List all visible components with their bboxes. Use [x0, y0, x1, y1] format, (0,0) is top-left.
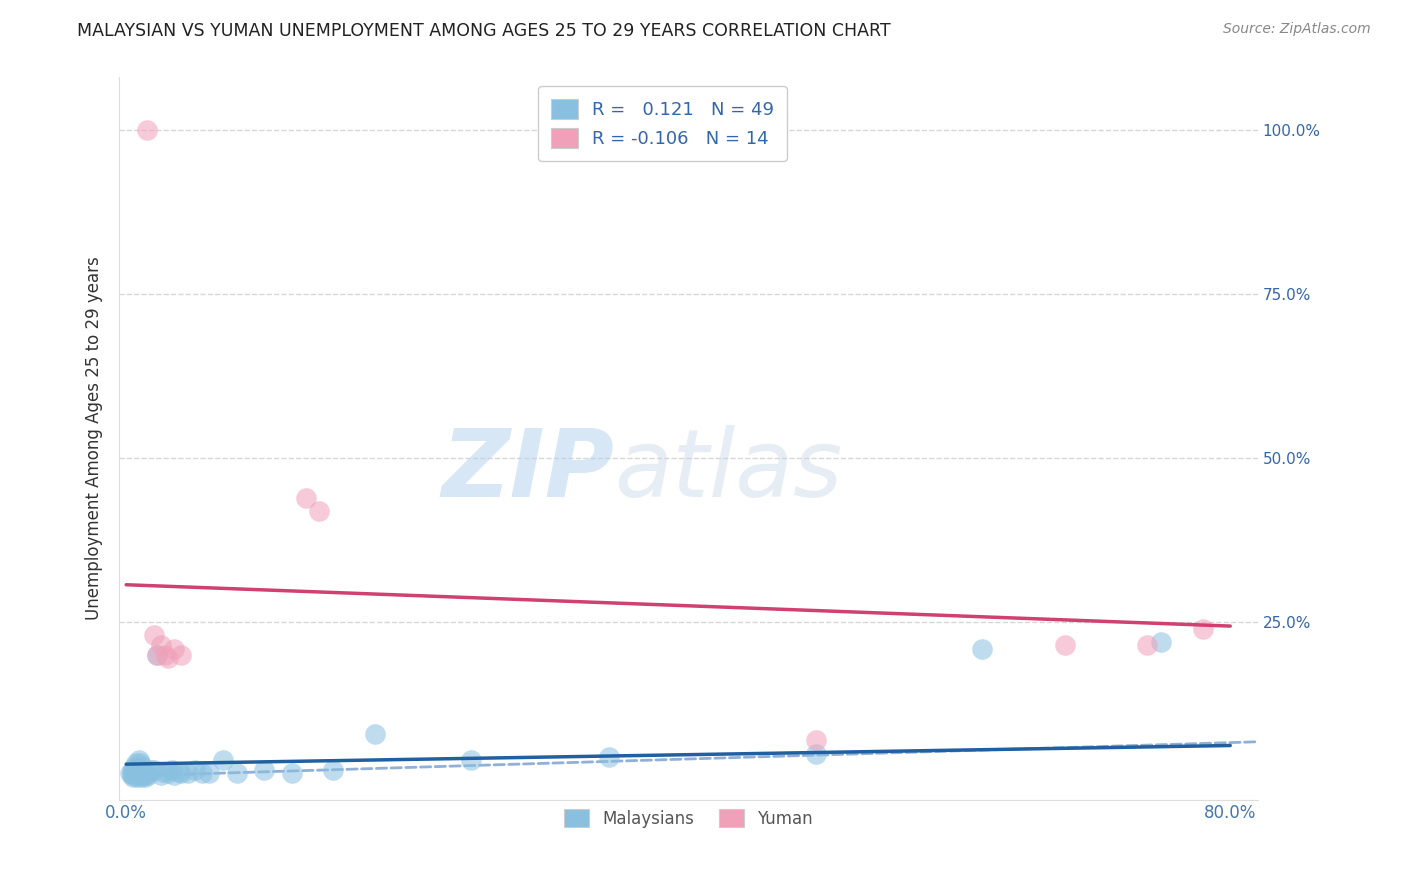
Point: [125, 756, 148, 771]
Point: [121, 764, 143, 779]
Point: [128, 753, 150, 767]
Point: [132, 766, 155, 780]
Point: [363, 727, 385, 741]
Point: [145, 648, 167, 662]
Point: [131, 770, 153, 784]
Point: [1053, 638, 1076, 652]
Point: [132, 764, 155, 779]
Text: Source: ZipAtlas.com: Source: ZipAtlas.com: [1223, 22, 1371, 37]
Point: [127, 761, 149, 775]
Point: [135, 123, 157, 137]
Point: [120, 766, 142, 780]
Point: [1136, 638, 1159, 652]
Point: [136, 767, 159, 781]
Point: [156, 766, 179, 780]
Point: [122, 770, 145, 784]
Point: [134, 770, 156, 784]
Text: atlas: atlas: [614, 425, 842, 516]
Point: [225, 766, 247, 780]
Point: [167, 764, 190, 779]
Text: ZIP: ZIP: [441, 425, 614, 517]
Point: [177, 766, 200, 780]
Point: [460, 753, 482, 767]
Point: [322, 763, 344, 777]
Point: [970, 641, 993, 656]
Point: [129, 756, 152, 771]
Point: [129, 767, 152, 781]
Point: [1150, 635, 1173, 649]
Y-axis label: Unemployment Among Ages 25 to 29 years: Unemployment Among Ages 25 to 29 years: [86, 257, 103, 620]
Point: [806, 747, 828, 761]
Point: [806, 733, 828, 747]
Point: [281, 766, 304, 780]
Point: [294, 491, 316, 505]
Point: [125, 766, 148, 780]
Point: [132, 767, 155, 781]
Point: [1191, 622, 1213, 636]
Point: [128, 766, 150, 780]
Text: MALAYSIAN VS YUMAN UNEMPLOYMENT AMONG AGES 25 TO 29 YEARS CORRELATION CHART: MALAYSIAN VS YUMAN UNEMPLOYMENT AMONG AG…: [77, 22, 891, 40]
Point: [142, 628, 165, 642]
Point: [191, 766, 214, 780]
Point: [135, 766, 157, 780]
Point: [142, 763, 165, 777]
Point: [145, 648, 167, 662]
Point: [122, 763, 145, 777]
Point: [127, 770, 149, 784]
Point: [131, 763, 153, 777]
Point: [124, 767, 146, 781]
Legend: Malaysians, Yuman: Malaysians, Yuman: [557, 803, 820, 835]
Point: [149, 638, 172, 652]
Point: [139, 763, 162, 777]
Point: [160, 763, 183, 777]
Point: [211, 753, 233, 767]
Point: [163, 641, 186, 656]
Point: [132, 760, 155, 774]
Point: [124, 760, 146, 774]
Point: [153, 648, 176, 662]
Point: [170, 648, 193, 662]
Point: [198, 766, 221, 780]
Point: [598, 749, 620, 764]
Point: [253, 763, 276, 777]
Point: [149, 767, 172, 781]
Point: [152, 764, 174, 779]
Point: [184, 763, 207, 777]
Point: [121, 767, 143, 781]
Point: [156, 651, 179, 665]
Point: [163, 767, 186, 781]
Point: [170, 766, 193, 780]
Point: [308, 504, 330, 518]
